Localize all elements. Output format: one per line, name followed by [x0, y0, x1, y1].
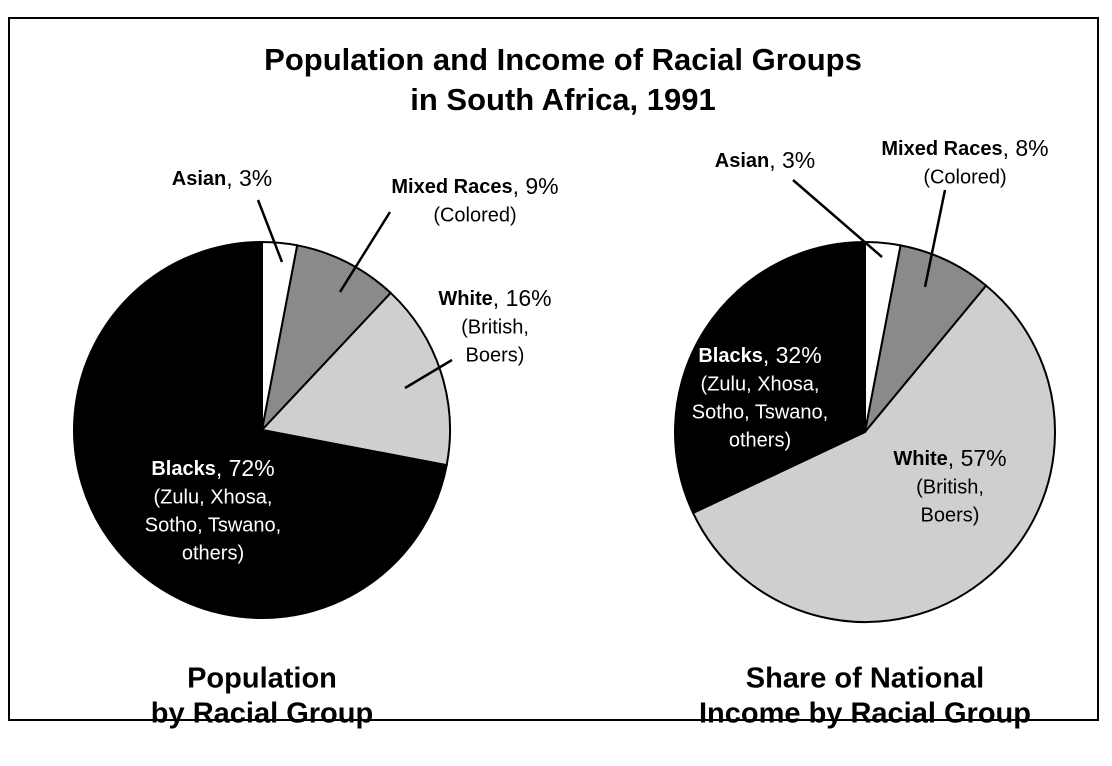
value-label: , 9%: [513, 173, 559, 199]
slice-label: Mixed Races, 8%: [881, 135, 1048, 161]
leader-line: [338, 211, 392, 293]
slice-label: Blacks, 32%: [698, 342, 821, 368]
slice-note: (Colored): [433, 204, 516, 226]
slice-note: (Zulu, Xhosa,: [701, 373, 820, 395]
slice-label: White, 16%: [438, 285, 551, 311]
leader-line: [404, 358, 453, 390]
pie-slice: [691, 284, 1056, 623]
value-label: , 3%: [769, 147, 815, 173]
category-name: White: [438, 288, 492, 310]
slice-label: Mixed Races, 9%: [391, 173, 558, 199]
value-label: , 72%: [216, 455, 275, 481]
category-name: Asian: [172, 168, 226, 190]
category-name: Asian: [715, 150, 769, 172]
value-label: , 3%: [226, 165, 272, 191]
category-name: Mixed Races: [391, 176, 512, 198]
category-name: White: [893, 448, 947, 470]
pie-slice: [674, 240, 866, 515]
pie-slice: [864, 244, 988, 433]
value-label: , 8%: [1003, 135, 1049, 161]
category-name: Blacks: [698, 345, 763, 367]
slice-note: (British,: [916, 476, 984, 498]
pie-title: Share of National: [746, 663, 985, 695]
slice-note: (Colored): [923, 166, 1006, 188]
slice-note: others): [182, 542, 244, 564]
slice-note: others): [729, 429, 791, 451]
slice-note: (British,: [461, 316, 529, 338]
pie-slice: [260, 291, 451, 467]
value-label: , 16%: [493, 285, 552, 311]
slice-label: White, 57%: [893, 445, 1006, 471]
category-name: Blacks: [151, 458, 216, 480]
slice-note: (Zulu, Xhosa,: [154, 486, 273, 508]
leader-line: [792, 179, 883, 258]
leader-line: [923, 189, 947, 288]
value-label: , 32%: [763, 342, 822, 368]
slice-note: Sotho, Tswano,: [145, 514, 281, 536]
slice-label: Asian, 3%: [172, 165, 273, 191]
pie-slice: [260, 244, 393, 434]
slice-label: Asian, 3%: [715, 147, 816, 173]
category-name: Mixed Races: [881, 138, 1002, 160]
slice-label: Blacks, 72%: [151, 455, 274, 481]
chart-title: in South Africa, 1991: [410, 82, 716, 117]
pie-title: by Racial Group: [151, 698, 373, 730]
value-label: , 57%: [948, 445, 1007, 471]
pie-title: Income by Racial Group: [699, 698, 1031, 730]
pie-title: Population: [187, 663, 337, 695]
pie-slice: [73, 240, 448, 619]
slice-note: Sotho, Tswano,: [692, 401, 828, 423]
leader-line: [256, 199, 284, 263]
slice-note: Boers): [921, 504, 980, 526]
chart-title: Population and Income of Racial Groups: [264, 42, 862, 77]
slice-note: Boers): [466, 344, 525, 366]
